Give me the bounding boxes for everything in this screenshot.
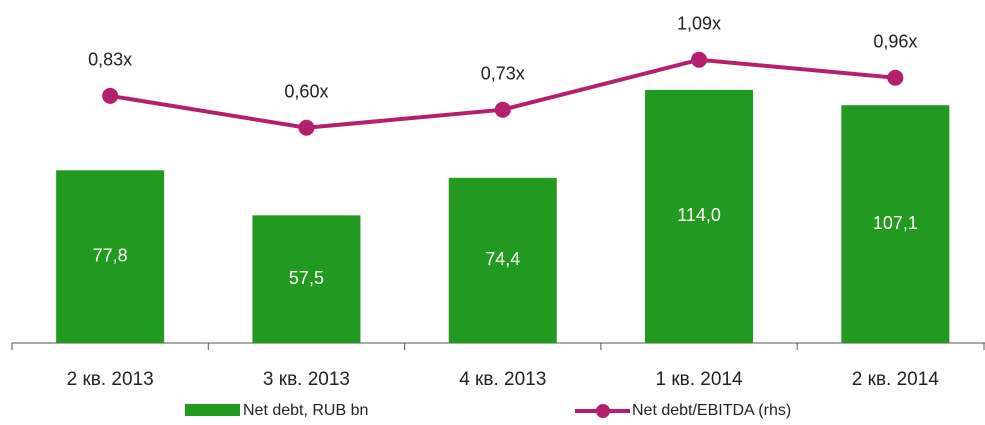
bar-value-label: 77,8 (93, 245, 128, 265)
line-value-label: 0,83x (88, 50, 132, 70)
line-marker (494, 101, 511, 118)
x-tick-label: 2 кв. 2014 (852, 369, 940, 390)
bar (56, 170, 165, 343)
legend-label: Net debt/EBITDA (rhs) (632, 402, 791, 419)
bar (841, 105, 950, 343)
bar-value-label: 74,4 (485, 249, 520, 269)
line-value-label: 0,73x (481, 63, 525, 83)
line-marker (887, 69, 904, 86)
bar-value-label: 57,5 (289, 268, 324, 288)
legend-marker (596, 404, 610, 418)
x-tick-label: 3 кв. 2013 (263, 369, 350, 390)
legend-label: Net debt, RUB bn (243, 402, 368, 419)
line-value-label: 0,96x (873, 32, 917, 52)
x-tick-label: 4 кв. 2013 (459, 369, 546, 390)
line-marker (691, 51, 708, 68)
bar (448, 177, 557, 343)
legend-swatch (185, 404, 240, 416)
x-tick-label: 1 кв. 2014 (656, 369, 744, 390)
bar (645, 89, 754, 343)
bar-value-label: 107,1 (873, 213, 918, 233)
x-tick-label: 2 кв. 2013 (67, 369, 154, 390)
line-value-label: 0,60x (284, 82, 328, 102)
line-marker (298, 119, 315, 136)
line-value-label: 1,09x (677, 13, 721, 33)
bar (252, 215, 361, 343)
line-marker (102, 87, 119, 104)
bar-value-label: 114,0 (677, 205, 721, 225)
